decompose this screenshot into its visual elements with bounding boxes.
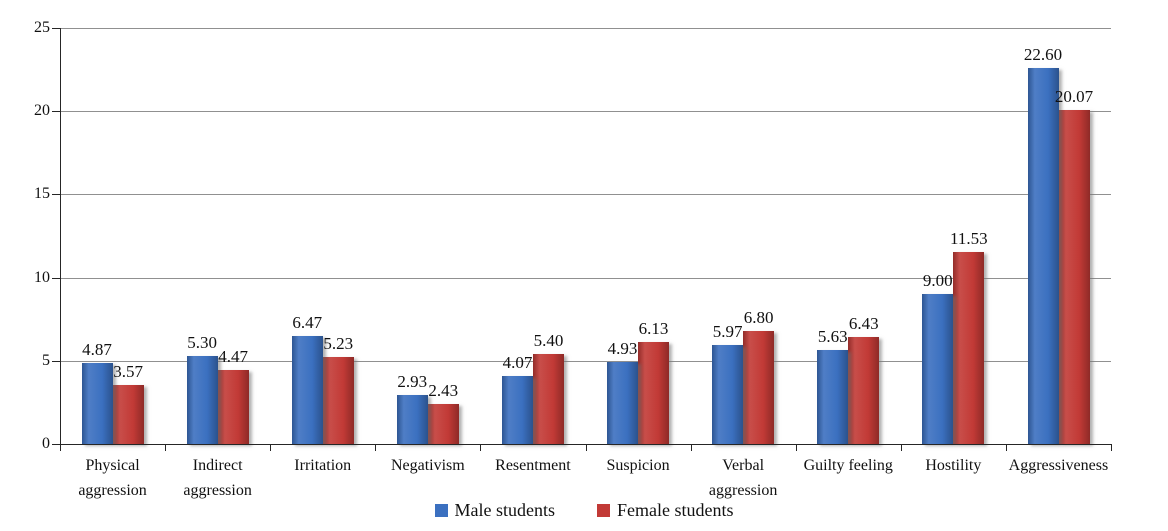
x-tick-1 [165,444,166,451]
x-tick-10 [1111,444,1112,451]
y-tick-5 [52,361,60,362]
legend: Male students Female students [0,499,1168,521]
value-label-female-students-resentment: 5.40 [533,331,564,351]
y-tick-25 [52,28,60,29]
value-label-male-students-hostility: 9.00 [922,271,953,291]
value-label-male-students-negativism: 2.93 [397,372,428,392]
bar-female-students-aggressiveness [1058,110,1090,444]
category-label-verbal-aggression: Verbal aggression [708,457,778,499]
bar-female-students-negativism [427,403,459,444]
bar-female-students-indirect-aggression [217,369,249,444]
x-tick-8 [901,444,902,451]
value-label-male-students-guilty-feeling: 5.63 [817,327,848,347]
category-label-aggressiveness: Aggressiveness [1008,457,1109,474]
value-label-female-students-verbal-aggression: 6.80 [743,307,774,327]
bar-male-students-irritation [291,336,323,444]
bar-male-students-indirect-aggression [186,355,218,444]
category-label-physical-aggression: Physical aggression [78,457,147,499]
legend-label-female-students: Female students [617,500,734,520]
x-tick-5 [586,444,587,451]
value-label-female-students-negativism: 2.43 [428,380,459,400]
bar-female-students-guilty-feeling [848,337,880,444]
gridline-20 [60,111,1111,112]
value-label-male-students-physical-aggression: 4.87 [82,340,112,359]
bar-female-students-resentment [533,354,564,444]
bar-female-students-verbal-aggression [743,330,775,444]
x-tick-9 [1006,444,1007,451]
x-tick-0 [60,444,61,451]
y-axis-label-5: 5 [42,352,50,369]
x-tick-7 [796,444,797,451]
legend-item-male-students: Male students [434,499,556,521]
y-tick-10 [52,278,60,279]
value-label-female-students-aggressiveness: 20.07 [1054,87,1094,106]
value-label-male-students-suspicion: 4.93 [607,339,638,358]
value-label-female-students-indirect-aggression: 4.47 [218,346,248,366]
gridline-25 [60,28,1111,29]
bar-male-students-suspicion [607,362,638,444]
x-axis-line [60,444,1112,445]
y-tick-20 [52,111,60,112]
bar-male-students-aggressiveness [1027,67,1059,444]
category-label-resentment: Resentment [495,457,571,474]
category-label-irritation: Irritation [294,457,352,474]
x-tick-2 [270,444,271,451]
gridline-10 [60,278,1111,279]
bar-female-students-hostility [953,252,985,444]
category-label-guilty-feeling: Guilty feeling [803,457,893,474]
x-tick-6 [691,444,692,451]
x-tick-3 [375,444,376,451]
legend-swatch-male-students [434,503,448,517]
y-axis-label-25: 25 [34,19,50,36]
bar-female-students-physical-aggression [112,384,144,444]
y-axis-label-0: 0 [42,435,50,452]
value-label-male-students-aggressiveness: 22.60 [1023,44,1063,64]
y-axis-label-10: 10 [34,269,50,286]
y-axis-line [60,28,61,445]
legend-swatch-female-students [597,503,610,517]
value-label-male-students-irritation: 6.47 [292,313,323,333]
bar-female-students-suspicion [638,342,669,444]
y-axis-label-15: 15 [34,185,50,202]
legend-label-male-students: Male students [454,500,556,520]
value-label-male-students-indirect-aggression: 5.30 [187,332,217,352]
bar-male-students-hostility [922,294,954,444]
bar-female-students-irritation [322,357,354,444]
value-label-female-students-guilty-feeling: 6.43 [848,314,879,333]
bar-male-students-negativism [396,395,428,444]
category-label-negativism: Negativism [390,457,465,474]
gridline-15 [60,194,1111,195]
x-tick-4 [480,444,481,451]
value-label-male-students-resentment: 4.07 [502,353,533,373]
legend-item-female-students: Female students [597,499,733,521]
value-label-female-students-suspicion: 6.13 [638,319,669,338]
gridline-5 [60,361,1111,362]
value-label-female-students-hostility: 11.53 [949,229,988,249]
bar-male-students-verbal-aggression [712,344,744,444]
category-label-indirect-aggression: Indirect aggression [183,457,252,499]
bar-male-students-resentment [501,376,533,444]
bar-male-students-physical-aggression [81,363,113,444]
y-tick-0 [52,444,60,445]
category-label-suspicion: Suspicion [606,457,670,474]
value-label-female-students-irritation: 5.23 [323,334,354,353]
y-tick-15 [52,194,60,195]
value-label-female-students-physical-aggression: 3.57 [113,361,143,381]
category-label-hostility: Hostility [925,457,982,474]
value-label-male-students-verbal-aggression: 5.97 [712,321,743,341]
y-axis-label-20: 20 [34,102,50,119]
bar-male-students-guilty-feeling [817,350,849,444]
